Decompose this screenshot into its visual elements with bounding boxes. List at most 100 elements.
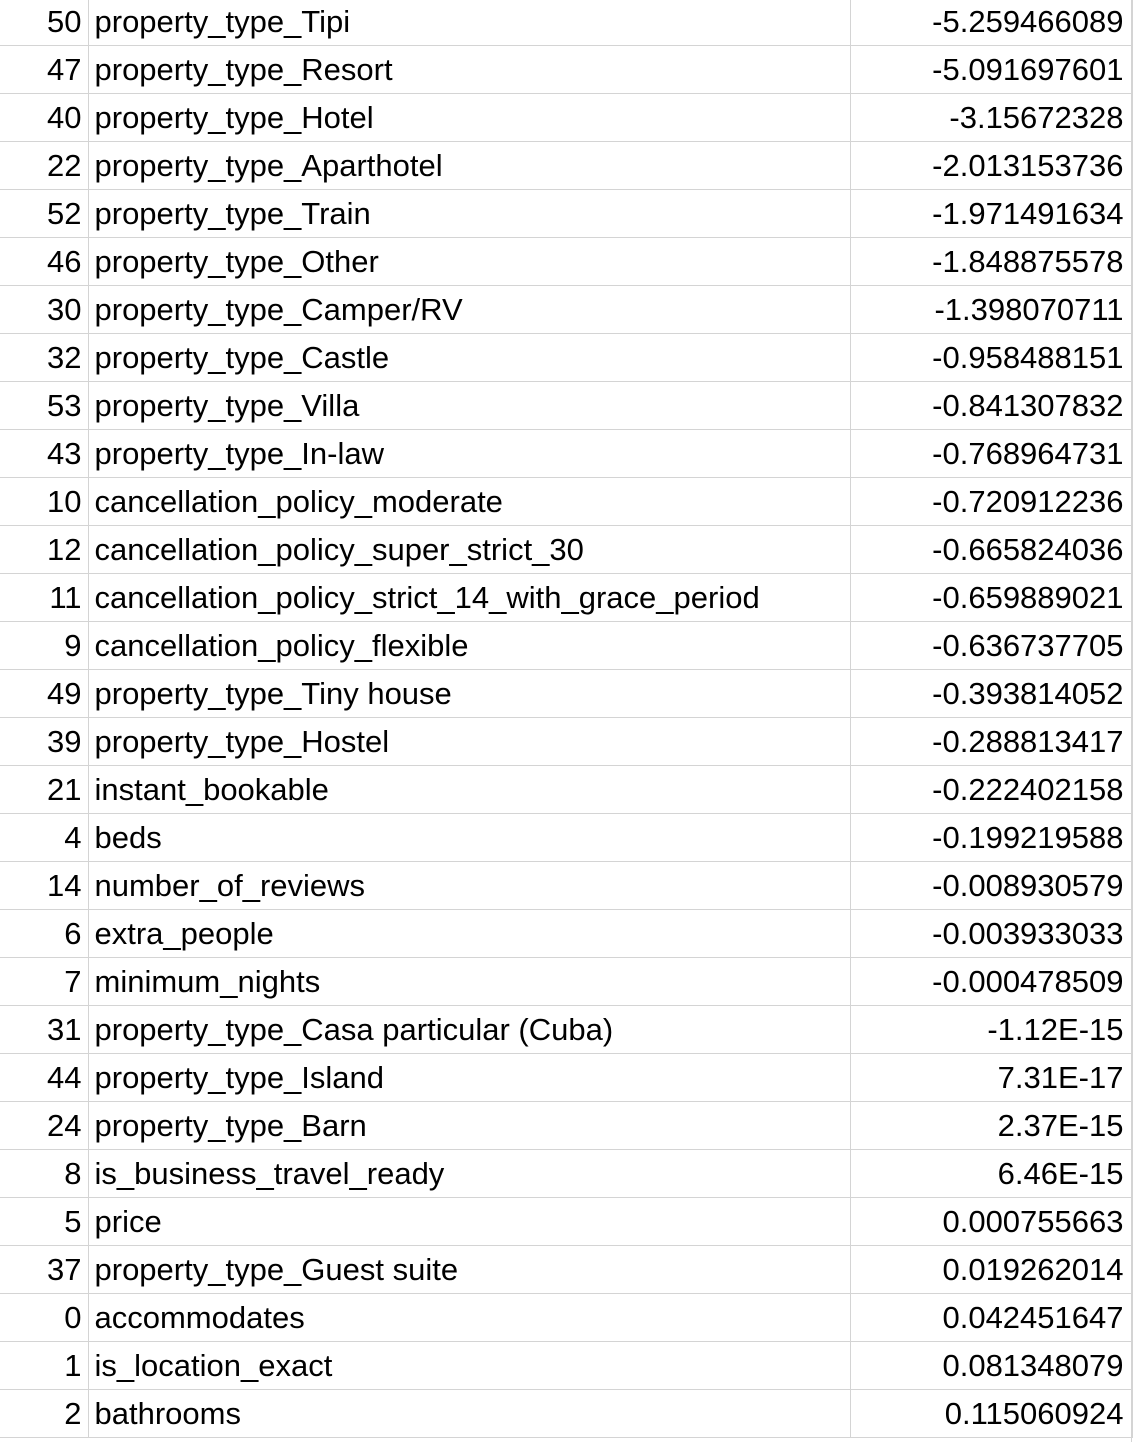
coefficient-value-cell[interactable]: 2.37E-15	[850, 1101, 1133, 1150]
row-index-cell[interactable]: 8	[0, 1149, 89, 1198]
row-index-cell[interactable]: 52	[0, 189, 89, 238]
coefficient-value-cell[interactable]: -0.222402158	[850, 765, 1133, 814]
row-index-cell[interactable]: 31	[0, 1005, 89, 1054]
feature-name-cell[interactable]: property_type_Castle	[88, 333, 851, 382]
feature-name-cell[interactable]: bathrooms	[88, 1389, 851, 1438]
feature-name-cell[interactable]: is_business_travel_ready	[88, 1149, 851, 1198]
coefficient-value-cell[interactable]: -0.000478509	[850, 957, 1133, 1006]
row-index-cell[interactable]: 30	[0, 285, 89, 334]
coefficient-value-cell[interactable]: -0.199219588	[850, 813, 1133, 862]
row-index-cell[interactable]: 6	[0, 909, 89, 958]
row-index-cell[interactable]: 11	[0, 573, 89, 622]
row-index-cell[interactable]: 53	[0, 381, 89, 430]
table-row: 21 instant_bookable -0.222402158	[0, 765, 1133, 814]
coefficient-value-cell[interactable]: -0.659889021	[850, 573, 1133, 622]
feature-name-cell[interactable]: is_location_exact	[88, 1341, 851, 1390]
coefficient-value-cell[interactable]: -0.636737705	[850, 621, 1133, 670]
coefficient-value-cell[interactable]: -0.665824036	[850, 525, 1133, 574]
row-index-cell[interactable]: 9	[0, 621, 89, 670]
coefficient-value-cell[interactable]: -1.848875578	[850, 237, 1133, 286]
coefficient-value-cell[interactable]: -1.12E-15	[850, 1005, 1133, 1054]
coefficient-value-cell[interactable]: -0.288813417	[850, 717, 1133, 766]
coefficient-value-cell[interactable]: -0.720912236	[850, 477, 1133, 526]
coefficient-value-cell[interactable]: -0.008930579	[850, 861, 1133, 910]
row-index-cell[interactable]: 5	[0, 1197, 89, 1246]
row-index-cell[interactable]: 7	[0, 957, 89, 1006]
table-row: 5 price 0.000755663	[0, 1197, 1133, 1246]
coefficient-value-cell[interactable]: 0.115060924	[850, 1389, 1133, 1438]
row-index-cell[interactable]: 0	[0, 1293, 89, 1342]
feature-name-cell[interactable]: property_type_Hostel	[88, 717, 851, 766]
row-index-cell[interactable]: 43	[0, 429, 89, 478]
feature-name-cell[interactable]: property_type_Aparthotel	[88, 141, 851, 190]
coefficient-value-cell[interactable]: 0.000755663	[850, 1197, 1133, 1246]
table-row: 52 property_type_Train -1.971491634	[0, 189, 1133, 238]
feature-name-cell[interactable]: property_type_Other	[88, 237, 851, 286]
feature-name-cell[interactable]: property_type_Casa particular (Cuba)	[88, 1005, 851, 1054]
coefficient-value-cell[interactable]: -5.259466089	[850, 0, 1133, 46]
coefficient-value-cell[interactable]: -1.398070711	[850, 285, 1133, 334]
coefficient-value-cell[interactable]: -0.841307832	[850, 381, 1133, 430]
row-index-cell[interactable]: 50	[0, 0, 89, 46]
row-index-cell[interactable]: 4	[0, 813, 89, 862]
coefficient-value-cell[interactable]: -1.971491634	[850, 189, 1133, 238]
coefficient-value-cell[interactable]: 0.019262014	[850, 1245, 1133, 1294]
row-index-cell[interactable]: 1	[0, 1341, 89, 1390]
row-index-cell[interactable]: 32	[0, 333, 89, 382]
row-index-cell[interactable]: 39	[0, 717, 89, 766]
feature-name-cell[interactable]: price	[88, 1197, 851, 1246]
row-index-cell[interactable]: 47	[0, 45, 89, 94]
row-index-cell[interactable]: 37	[0, 1245, 89, 1294]
feature-name-cell[interactable]: cancellation_policy_strict_14_with_grace…	[88, 573, 851, 622]
row-index-cell[interactable]: 14	[0, 861, 89, 910]
feature-name-cell[interactable]: property_type_Resort	[88, 45, 851, 94]
table-row: 6 extra_people -0.003933033	[0, 909, 1133, 958]
row-index-cell[interactable]: 49	[0, 669, 89, 718]
row-index-cell[interactable]: 2	[0, 1389, 89, 1438]
feature-name-cell[interactable]: property_type_Train	[88, 189, 851, 238]
feature-name-cell[interactable]: cancellation_policy_super_strict_30	[88, 525, 851, 574]
feature-name-cell[interactable]: instant_bookable	[88, 765, 851, 814]
row-index-cell[interactable]: 40	[0, 93, 89, 142]
feature-name-cell[interactable]: property_type_Hotel	[88, 93, 851, 142]
feature-name-cell[interactable]: minimum_nights	[88, 957, 851, 1006]
table-row: 24 property_type_Barn 2.37E-15	[0, 1101, 1133, 1150]
feature-name-cell[interactable]: property_type_In-law	[88, 429, 851, 478]
feature-name-cell[interactable]: property_type_Tiny house	[88, 669, 851, 718]
feature-name-cell[interactable]: beds	[88, 813, 851, 862]
table-row: 0 accommodates 0.042451647	[0, 1293, 1133, 1342]
feature-name-cell[interactable]: number_of_reviews	[88, 861, 851, 910]
coefficient-value-cell[interactable]: -5.091697601	[850, 45, 1133, 94]
coefficient-value-cell[interactable]: -2.013153736	[850, 141, 1133, 190]
coefficient-value-cell[interactable]: 7.31E-17	[850, 1053, 1133, 1102]
feature-name-cell[interactable]: property_type_Island	[88, 1053, 851, 1102]
coefficient-value-cell[interactable]: 0.081348079	[850, 1341, 1133, 1390]
feature-name-cell[interactable]: property_type_Barn	[88, 1101, 851, 1150]
feature-name-cell[interactable]: property_type_Tipi	[88, 0, 851, 46]
feature-name-cell[interactable]: property_type_Villa	[88, 381, 851, 430]
coefficient-value-cell[interactable]: -0.958488151	[850, 333, 1133, 382]
row-index-cell[interactable]: 44	[0, 1053, 89, 1102]
feature-name-cell[interactable]: property_type_Camper/RV	[88, 285, 851, 334]
feature-name-cell[interactable]: accommodates	[88, 1293, 851, 1342]
coefficient-value-cell[interactable]: -0.393814052	[850, 669, 1133, 718]
row-index-cell[interactable]: 46	[0, 237, 89, 286]
feature-name-cell[interactable]: extra_people	[88, 909, 851, 958]
coefficient-value-cell[interactable]: -3.15672328	[850, 93, 1133, 142]
row-index-cell[interactable]: 10	[0, 477, 89, 526]
row-index-cell[interactable]: 22	[0, 141, 89, 190]
table-row: 8 is_business_travel_ready 6.46E-15	[0, 1149, 1133, 1198]
coefficient-value-cell[interactable]: 6.46E-15	[850, 1149, 1133, 1198]
row-index-cell[interactable]: 24	[0, 1101, 89, 1150]
coefficient-value-cell[interactable]: 0.042451647	[850, 1293, 1133, 1342]
feature-name-cell[interactable]: property_type_Guest suite	[88, 1245, 851, 1294]
row-index-cell[interactable]: 12	[0, 525, 89, 574]
row-index-cell[interactable]: 21	[0, 765, 89, 814]
feature-name-cell[interactable]: cancellation_policy_moderate	[88, 477, 851, 526]
table-row: 2 bathrooms 0.115060924	[0, 1389, 1133, 1438]
feature-name-cell[interactable]: cancellation_policy_flexible	[88, 621, 851, 670]
coefficient-value-cell[interactable]: -0.003933033	[850, 909, 1133, 958]
coefficient-value-cell[interactable]: -0.768964731	[850, 429, 1133, 478]
table-row: 37 property_type_Guest suite 0.019262014	[0, 1245, 1133, 1294]
